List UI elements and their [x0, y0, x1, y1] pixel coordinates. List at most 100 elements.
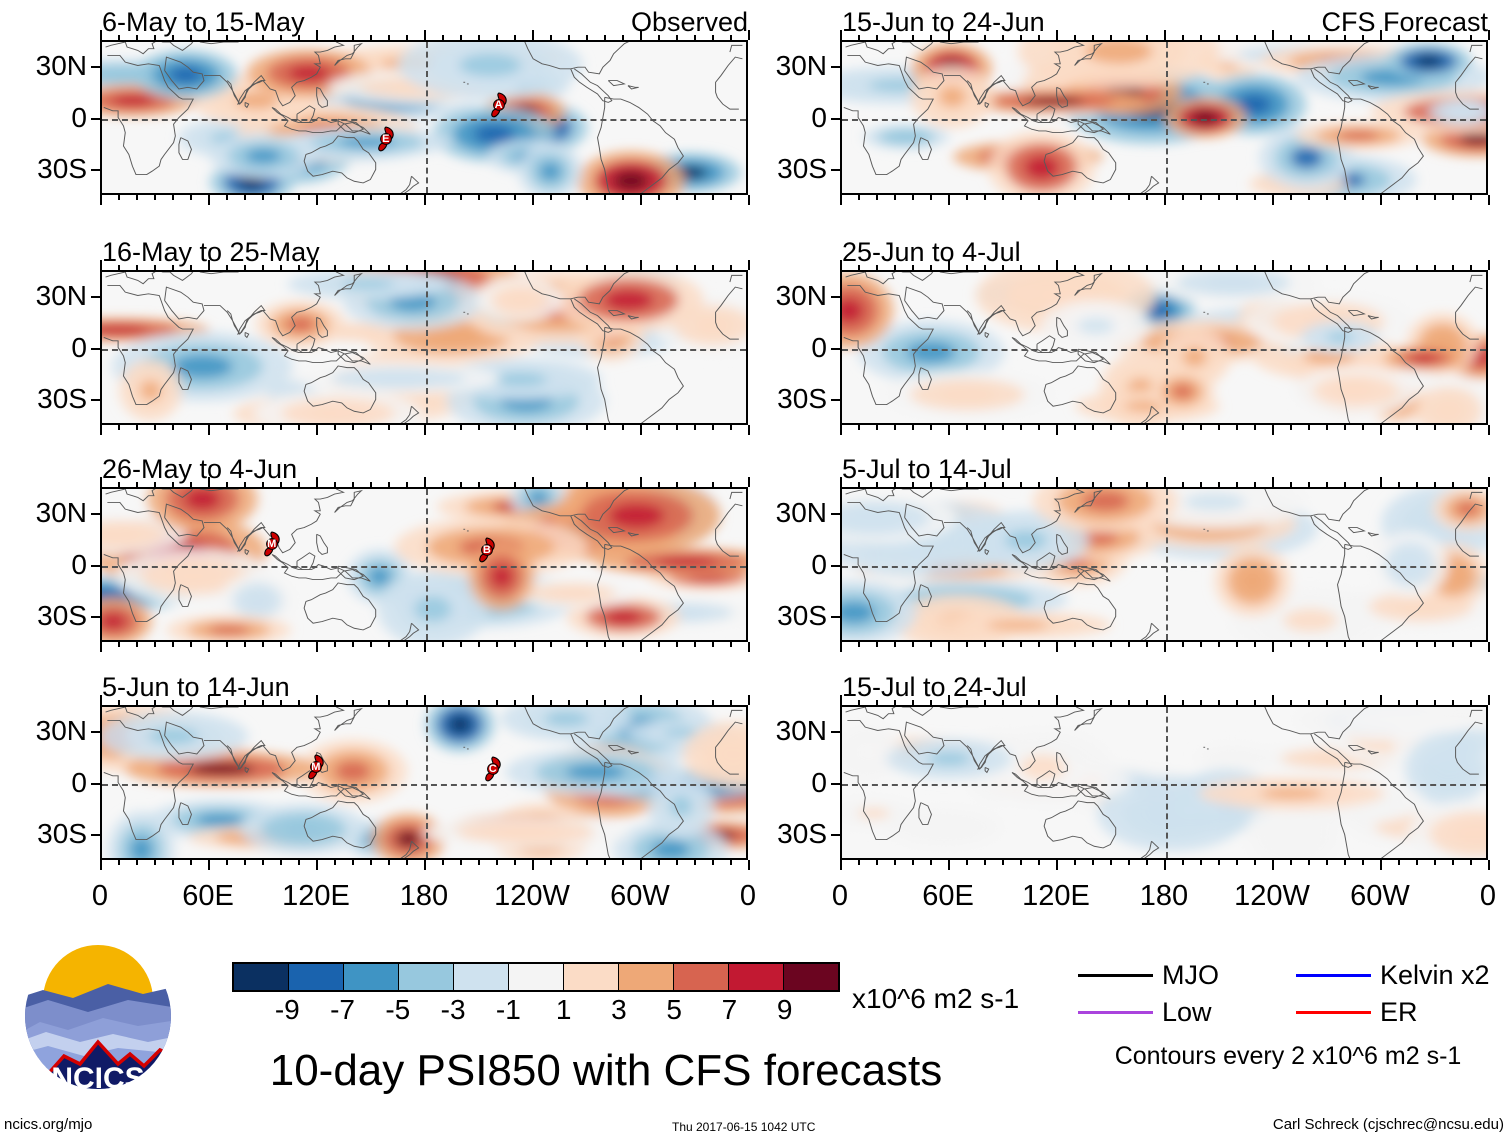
x-tick-mark	[460, 425, 462, 430]
x-tick-mark	[1470, 195, 1472, 200]
x-tick-mark	[1398, 35, 1400, 40]
x-tick-mark	[748, 860, 750, 870]
x-tick-mark	[694, 482, 696, 487]
storm-marker-m[interactable]: M	[305, 752, 327, 782]
x-tick-mark	[1002, 700, 1004, 705]
x-tick-mark	[1434, 195, 1436, 200]
x-tick-mark	[190, 642, 192, 647]
x-tick-mark	[514, 35, 516, 40]
legend-item-er: ER	[1296, 999, 1418, 1026]
x-tick-mark	[172, 35, 174, 40]
x-axis-tick-label: 120E	[282, 880, 350, 912]
x-tick-mark	[208, 260, 210, 270]
x-tick-mark	[100, 30, 102, 40]
y-axis-tick-label: 0	[71, 101, 87, 133]
x-tick-mark	[1002, 425, 1004, 430]
x-tick-mark	[532, 260, 534, 270]
colorbar-tick-label: 3	[611, 994, 627, 1025]
x-tick-mark	[118, 642, 120, 647]
x-tick-mark	[1020, 35, 1022, 40]
footer-website[interactable]: ncics.org/mjo	[4, 1116, 93, 1133]
x-tick-mark	[1164, 195, 1166, 205]
legend-item-mjo: MJO	[1078, 962, 1219, 989]
x-tick-mark	[136, 195, 138, 200]
x-tick-mark	[730, 265, 732, 270]
y-axis-tick-label: 30S	[37, 153, 87, 185]
x-tick-mark	[1218, 860, 1220, 865]
x-tick-mark	[298, 265, 300, 270]
ncics-logo: NCICS	[18, 938, 178, 1098]
x-tick-mark	[1200, 860, 1202, 865]
colorbar-tick-label: 5	[666, 994, 682, 1025]
x-tick-mark	[514, 700, 516, 705]
y-axis-tick-label: 30S	[777, 383, 827, 415]
x-tick-mark	[748, 477, 750, 487]
storm-marker-c[interactable]: C	[482, 754, 504, 784]
x-tick-mark	[1002, 35, 1004, 40]
x-tick-mark	[1002, 265, 1004, 270]
x-tick-mark	[118, 860, 120, 865]
x-tick-mark	[1236, 195, 1238, 200]
x-tick-mark	[858, 642, 860, 647]
x-tick-mark	[748, 30, 750, 40]
x-tick-mark	[1416, 195, 1418, 200]
x-tick-mark	[748, 425, 750, 435]
x-tick-mark	[388, 482, 390, 487]
y-axis-tick-label: 0	[811, 766, 827, 798]
x-tick-mark	[694, 425, 696, 430]
x-tick-mark	[1110, 700, 1112, 705]
x-tick-mark	[894, 265, 896, 270]
x-tick-mark	[352, 265, 354, 270]
x-tick-mark	[568, 425, 570, 430]
x-tick-mark	[930, 35, 932, 40]
x-tick-mark	[984, 860, 986, 865]
x-tick-mark	[930, 265, 932, 270]
x-tick-mark	[154, 860, 156, 865]
y-axis-tick-label: 0	[811, 101, 827, 133]
x-tick-mark	[208, 425, 210, 435]
x-tick-mark	[912, 35, 914, 40]
x-tick-mark	[622, 265, 624, 270]
x-tick-mark	[1020, 195, 1022, 200]
storm-marker-m[interactable]: M	[261, 529, 283, 559]
x-tick-mark	[388, 195, 390, 200]
x-tick-mark	[550, 642, 552, 647]
x-tick-mark	[748, 260, 750, 270]
x-tick-mark	[244, 700, 246, 705]
x-tick-mark	[262, 425, 264, 430]
x-tick-mark	[388, 35, 390, 40]
storm-marker-b[interactable]: B	[476, 535, 498, 565]
x-tick-mark	[948, 695, 950, 705]
x-tick-mark	[370, 482, 372, 487]
x-tick-mark	[640, 425, 642, 435]
x-tick-mark	[1038, 35, 1040, 40]
x-tick-mark	[172, 195, 174, 200]
x-tick-mark	[1074, 35, 1076, 40]
x-tick-mark	[226, 860, 228, 865]
storm-marker-e[interactable]: E	[375, 124, 397, 154]
x-tick-mark	[118, 700, 120, 705]
x-tick-mark	[1020, 265, 1022, 270]
x-axis-tick-label: 0	[739, 880, 757, 912]
x-tick-mark	[1290, 425, 1292, 430]
storm-marker-a[interactable]: A	[488, 90, 510, 120]
x-tick-mark	[316, 260, 318, 270]
x-tick-mark	[676, 860, 678, 865]
x-tick-mark	[208, 695, 210, 705]
x-tick-mark	[1110, 482, 1112, 487]
y-tick-mark	[91, 782, 100, 785]
y-tick-mark	[91, 347, 100, 350]
x-tick-mark	[622, 195, 624, 200]
x-tick-mark	[1128, 860, 1130, 865]
column-header: Observed	[630, 7, 748, 37]
x-tick-mark	[748, 195, 750, 205]
x-tick-mark	[1470, 425, 1472, 430]
x-tick-mark	[262, 860, 264, 865]
x-tick-mark	[244, 35, 246, 40]
x-tick-mark	[1308, 700, 1310, 705]
x-tick-mark	[1200, 35, 1202, 40]
colorbar-units-label: x10^6 m2 s-1	[852, 983, 1020, 1014]
x-axis-tick-label: 60W	[610, 880, 670, 912]
x-tick-mark	[316, 860, 318, 870]
